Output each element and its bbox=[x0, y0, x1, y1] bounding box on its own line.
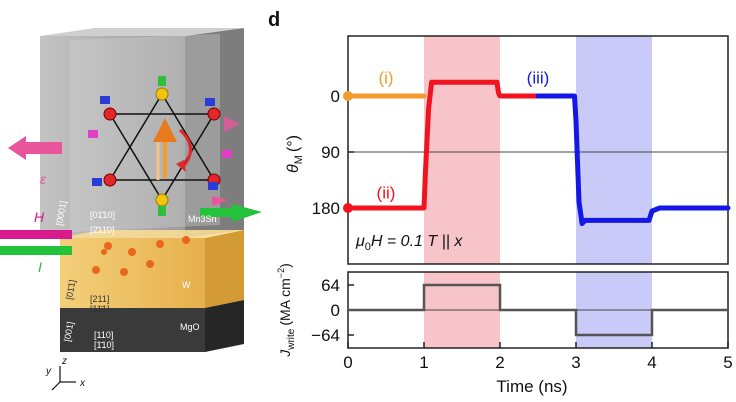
device-schematic: ε H I Mn3Sn W MgO [0001] [01̄10] [2̄11̄0… bbox=[0, 28, 262, 390]
top-ylabel: θM(°) bbox=[285, 135, 305, 173]
top-ytick-label-2: 180 bbox=[312, 199, 340, 218]
axis-label-z: z bbox=[61, 356, 67, 367]
xtick-label-3: 3 bbox=[571, 353, 580, 372]
shaded-region-1 bbox=[576, 36, 652, 264]
bottom-ytick-label-1: 0 bbox=[331, 301, 340, 320]
epsilon-label: ε bbox=[40, 171, 47, 187]
series-label-0: (i) bbox=[378, 68, 393, 87]
pulse-line-0 bbox=[348, 285, 728, 335]
dir-label-110: [110] bbox=[94, 330, 113, 340]
field-arrow bbox=[0, 230, 72, 239]
bottom-ylabel: Jwrite(MA cm−2) bbox=[276, 263, 297, 358]
layer-label-mgo: MgO bbox=[180, 322, 200, 332]
panel-letter: d bbox=[268, 9, 280, 31]
dir-label-01-10: [01̄10] bbox=[90, 210, 115, 220]
layer-label-mn3sn: Mn3Sn bbox=[188, 214, 217, 224]
top-ytick-label-0: 0 bbox=[331, 87, 340, 106]
current-arrow bbox=[0, 246, 72, 255]
bottom-ytick-label-0: 64 bbox=[321, 276, 340, 295]
xtick-label-4: 4 bbox=[647, 353, 656, 372]
dir-label-1-10: [1̄10] bbox=[94, 340, 114, 350]
axis-label-y: y bbox=[45, 366, 52, 377]
x-axis-label: Time (ns) bbox=[496, 377, 567, 396]
series-1-start-point bbox=[343, 203, 353, 213]
mgo-layer-side bbox=[205, 300, 244, 352]
shaded-region-0 bbox=[424, 36, 500, 264]
bottom-ytick-label-2: −64 bbox=[311, 326, 340, 345]
coordinate-axes-icon bbox=[52, 366, 76, 390]
jwrite-chart: 640−640 1 2 3 4 5 bbox=[311, 272, 733, 372]
axis-label-x: x bbox=[79, 378, 86, 389]
dir-label-2-11-0: [2̄11̄0] bbox=[90, 225, 114, 235]
theta-chart: 0 90 180 (i) (ii) (iii) bbox=[312, 36, 728, 264]
series-label-1: (ii) bbox=[377, 183, 396, 202]
dir-label-211: [211] bbox=[90, 294, 109, 304]
w-layer-side bbox=[205, 230, 244, 308]
dir-label-11-1: [11̄1] bbox=[90, 304, 109, 314]
field-label: H bbox=[34, 209, 45, 225]
xtick-label-0: 0 bbox=[343, 353, 352, 372]
series-label-2: (iii) bbox=[527, 68, 550, 87]
xtick-label-1: 1 bbox=[419, 353, 428, 372]
current-label: I bbox=[38, 259, 42, 275]
xtick-label-2: 2 bbox=[495, 353, 504, 372]
top-ytick-label-1: 90 bbox=[321, 143, 340, 162]
xtick-label-5: 5 bbox=[723, 353, 732, 372]
layer-label-w: W bbox=[182, 280, 191, 290]
series-0-start-point bbox=[343, 91, 353, 101]
